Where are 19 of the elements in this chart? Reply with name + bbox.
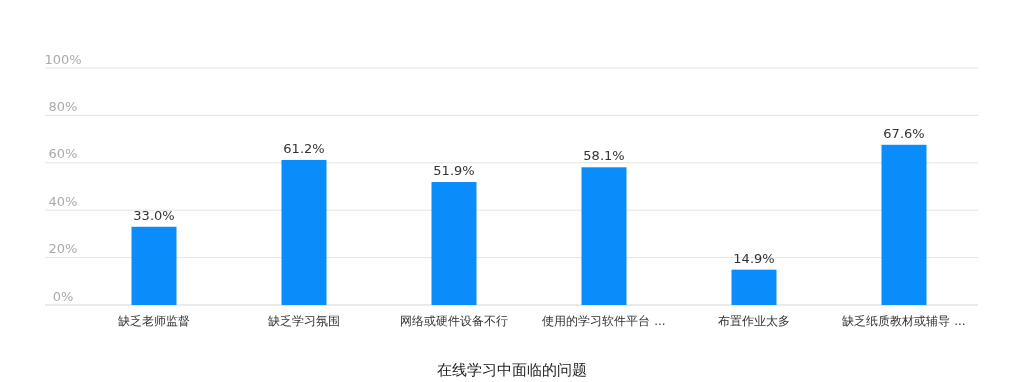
y-tick-label: 60%	[48, 146, 78, 162]
x-tick-label: 缺乏老师监督	[118, 313, 190, 328]
data-label: 58.1%	[583, 148, 625, 164]
x-tick-label: 布置作业太多	[718, 313, 790, 328]
x-tick-label: 网络或硬件设备不行	[400, 313, 508, 328]
x-tick-label: 缺乏纸质教材或辅导 ...	[842, 313, 966, 328]
data-label: 51.9%	[433, 163, 475, 178]
x-axis-title: 在线学习中面临的问题	[437, 361, 587, 379]
y-tick-label: 40%	[48, 193, 78, 209]
data-label: 61.2%	[283, 140, 325, 156]
y-tick-label: 20%	[48, 241, 78, 257]
data-label: 14.9%	[733, 250, 775, 266]
x-tick-label: 使用的学习软件平台 ...	[542, 313, 666, 328]
data-label: 33.0%	[133, 207, 175, 223]
y-tick-label: 100%	[44, 51, 82, 67]
x-tick-label: 缺乏学习氛围	[268, 313, 340, 328]
data-label: 67.6%	[883, 125, 925, 141]
y-tick-label: 0%	[52, 288, 74, 304]
y-tick-label: 80%	[48, 99, 78, 115]
